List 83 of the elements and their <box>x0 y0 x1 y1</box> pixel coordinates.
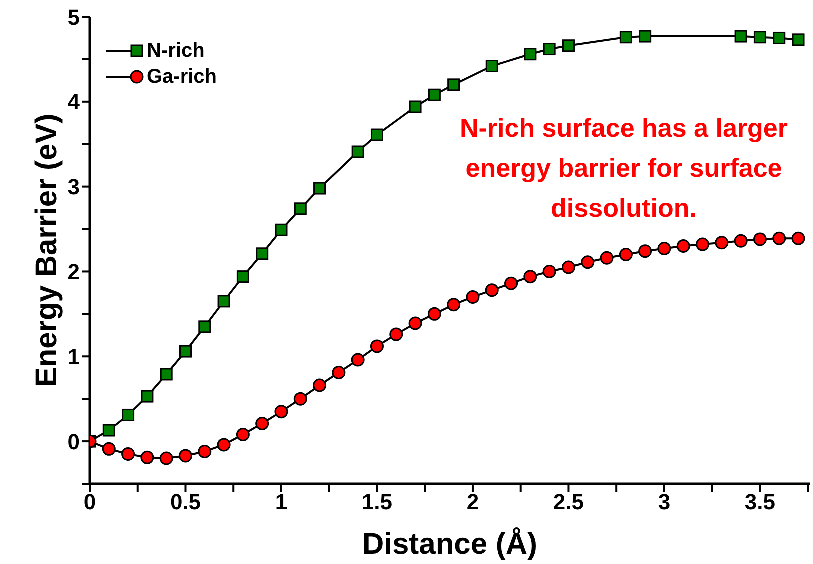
point <box>332 366 346 380</box>
point <box>370 340 384 354</box>
point <box>314 182 326 195</box>
point <box>198 444 212 458</box>
point <box>466 290 480 304</box>
legend-label: N-rich <box>147 39 205 64</box>
x-tick-label: 0.5 <box>170 490 202 515</box>
point <box>639 30 652 43</box>
point <box>504 276 518 290</box>
point <box>562 40 575 52</box>
point <box>179 345 192 358</box>
point <box>542 264 556 278</box>
point <box>409 100 422 114</box>
point <box>370 128 384 142</box>
point <box>351 353 365 367</box>
point <box>620 31 632 44</box>
x-tick-label: 0 <box>84 490 96 515</box>
annotation: N-rich surface has a larger energy barrier for surface dissolution. <box>458 112 790 225</box>
point <box>485 284 499 298</box>
point <box>275 224 288 236</box>
point <box>773 32 786 44</box>
point <box>102 442 116 456</box>
x-tick-label: 1.5 <box>362 490 393 515</box>
point <box>313 378 327 392</box>
x-tick-label: 3 <box>658 490 671 515</box>
point <box>524 48 537 61</box>
point <box>178 449 192 463</box>
point <box>696 238 710 252</box>
point <box>753 232 767 246</box>
point <box>294 202 307 216</box>
y-tick-label: 5 <box>68 4 80 30</box>
point <box>122 448 136 462</box>
point <box>160 452 174 466</box>
y-tick-label: 3 <box>68 174 80 200</box>
y-tick-label: 4 <box>68 90 81 115</box>
x-tick-label: 3.5 <box>744 490 776 515</box>
point <box>676 240 690 254</box>
point <box>256 416 270 430</box>
point <box>638 244 652 258</box>
point <box>294 392 308 406</box>
point <box>236 428 250 442</box>
point <box>524 270 538 284</box>
y-tick-label: 0 <box>68 429 80 454</box>
point <box>543 43 556 56</box>
point <box>581 256 595 270</box>
point <box>792 232 806 246</box>
point <box>658 242 672 256</box>
y-tick-label: 1 <box>68 344 80 370</box>
point <box>390 328 404 342</box>
point <box>754 31 766 44</box>
point <box>236 270 250 284</box>
point <box>122 408 135 422</box>
point <box>428 88 441 102</box>
point <box>141 390 154 403</box>
y-axis-title: Energy Barrier (eV) <box>30 114 64 388</box>
x-tick-label: 1 <box>275 490 288 515</box>
x-tick-label: 2.5 <box>553 490 584 515</box>
point <box>102 424 116 437</box>
point <box>734 234 748 248</box>
y-tick-label: 2 <box>68 260 80 285</box>
point <box>140 450 154 464</box>
point <box>408 316 422 330</box>
point <box>198 320 212 334</box>
point <box>448 78 460 92</box>
point <box>160 368 173 381</box>
point <box>256 248 269 260</box>
point <box>715 236 729 250</box>
point <box>772 232 786 246</box>
point <box>428 307 442 321</box>
point <box>217 438 231 452</box>
point <box>274 405 288 419</box>
point <box>619 248 633 262</box>
x-tick-label: 2 <box>466 490 480 515</box>
point <box>486 60 498 72</box>
x-axis-title: Distance (Å) <box>362 527 538 561</box>
point <box>734 30 748 43</box>
point <box>352 146 364 158</box>
point <box>792 34 805 46</box>
point <box>600 251 614 265</box>
point <box>447 298 461 312</box>
legend-label: Ga-rich <box>147 65 218 90</box>
point <box>218 295 230 308</box>
point <box>562 260 576 274</box>
